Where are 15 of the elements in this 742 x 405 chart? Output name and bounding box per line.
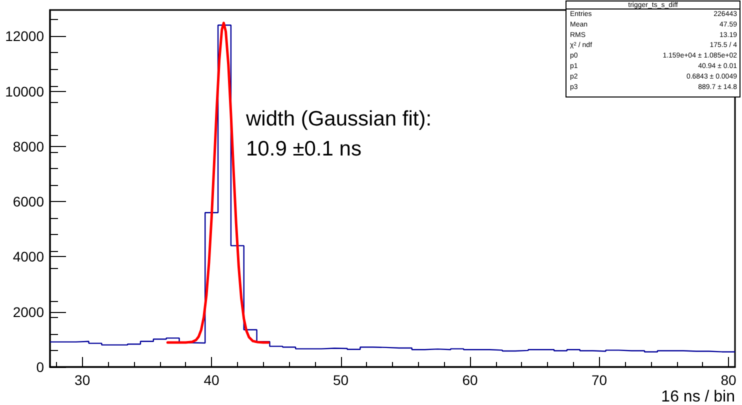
x-tick-label: 50 [333, 372, 349, 388]
x-tick-label: 60 [462, 372, 478, 388]
x-tick-label: 70 [592, 372, 608, 388]
y-tick-label: 6000 [12, 194, 44, 210]
y-tick-label: 4000 [12, 248, 44, 265]
x-axis-title: 16 ns / bin [661, 388, 735, 405]
y-tick-label: 8000 [12, 138, 44, 154]
y-tick-label: 0 [36, 359, 44, 375]
y-tick-label: 10000 [5, 83, 44, 100]
x-tick-label: 30 [74, 372, 90, 388]
annotation: width (Gaussian fit): 10.9 ±0.1 ns [245, 108, 432, 160]
x-tick-label: 80 [720, 372, 737, 388]
x-tick-label: 40 [204, 372, 220, 388]
y-tick-label: 2000 [12, 304, 44, 320]
y-tick-label: 12000 [5, 28, 44, 44]
